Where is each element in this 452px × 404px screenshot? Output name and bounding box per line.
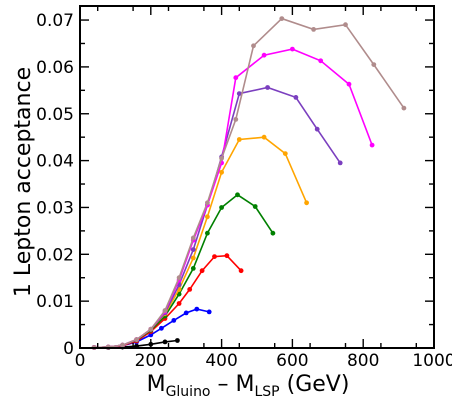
data-point [346, 81, 352, 87]
x-axis-title-sub-lsp: LSP [254, 384, 279, 400]
y-tick-label: 0.02 [36, 245, 74, 265]
series-2 [91, 253, 244, 350]
x-tick-label: 1000 [412, 351, 452, 371]
data-point [194, 306, 200, 312]
data-point [199, 268, 205, 274]
data-point [304, 200, 309, 206]
data-point [401, 105, 407, 111]
data-point [219, 169, 225, 175]
data-point [120, 342, 125, 348]
series-line [94, 254, 242, 349]
data-point [236, 137, 242, 142]
y-tick-label: 0 [63, 339, 74, 359]
data-point [219, 155, 225, 161]
x-tick-label: 800 [347, 351, 379, 371]
y-tick-label: 0.07 [36, 11, 74, 31]
series-line [94, 136, 308, 349]
data-point [314, 126, 320, 132]
data-point [311, 27, 316, 32]
data-point [261, 52, 267, 58]
y-tick-label: 0.01 [36, 292, 74, 312]
data-point [337, 160, 343, 166]
x-axis-title-m1: M [147, 372, 166, 397]
x-axis-title-unit: (GeV) [280, 372, 350, 397]
data-point [190, 255, 196, 261]
data-point [293, 95, 299, 100]
plot-area [91, 16, 407, 350]
data-point [159, 325, 164, 331]
series-7 [91, 16, 407, 350]
data-point [282, 151, 288, 157]
data-point [190, 247, 196, 253]
data-point [176, 301, 182, 306]
series-line [94, 193, 274, 349]
data-point [235, 192, 240, 198]
series-3 [91, 192, 276, 350]
data-point [265, 85, 270, 90]
x-axis-title-sub-gluino: Gluino [166, 384, 211, 400]
data-point [171, 318, 177, 323]
data-point [205, 200, 210, 206]
data-point [369, 142, 375, 148]
data-point [205, 214, 210, 220]
series-4 [91, 134, 309, 350]
data-point [162, 339, 168, 345]
data-point [187, 287, 193, 292]
data-point [233, 75, 239, 81]
data-point [183, 310, 189, 316]
data-point [190, 235, 196, 241]
series-line [94, 86, 341, 349]
x-axis-title-minus: – M [211, 372, 255, 397]
x-tick-label: 0 [75, 351, 86, 371]
axes: 0 200 400 600 800 1000 0 0.01 0.02 0.03 0.04 0.05 0.… [36, 5, 452, 371]
plot-frame [79, 5, 435, 349]
data-point [224, 253, 230, 259]
data-point [148, 332, 154, 338]
data-point [219, 205, 225, 210]
data-point [343, 22, 348, 28]
x-tick-label: 200 [135, 351, 167, 371]
data-point [318, 58, 324, 64]
data-point [236, 91, 242, 96]
y-tick-label: 0.04 [36, 152, 74, 172]
y-axis-title: 1 Lepton acceptance [11, 67, 36, 297]
data-point [190, 266, 196, 271]
y-tick-label: 0.03 [36, 198, 74, 218]
x-axis-title: MGluino – MLSP (GeV) [147, 372, 350, 400]
data-point [371, 62, 377, 67]
data-point [251, 43, 256, 49]
y-tick-label: 0.05 [36, 105, 74, 125]
data-point [205, 230, 210, 236]
data-point [279, 16, 285, 21]
data-point [238, 268, 244, 274]
x-tick-label: 400 [205, 351, 237, 371]
data-point [134, 337, 140, 342]
data-point [270, 230, 276, 236]
data-point [212, 254, 217, 259]
data-point [148, 326, 154, 332]
data-point [176, 275, 182, 281]
data-point [175, 338, 180, 343]
data-point [162, 308, 168, 313]
data-point [252, 204, 258, 209]
series-5 [91, 85, 343, 350]
data-point [206, 309, 212, 315]
data-point [290, 46, 295, 52]
data-point [233, 117, 239, 122]
y-tick-label: 0.06 [36, 58, 74, 78]
x-tick-label: 600 [276, 351, 308, 371]
data-point [261, 134, 267, 140]
